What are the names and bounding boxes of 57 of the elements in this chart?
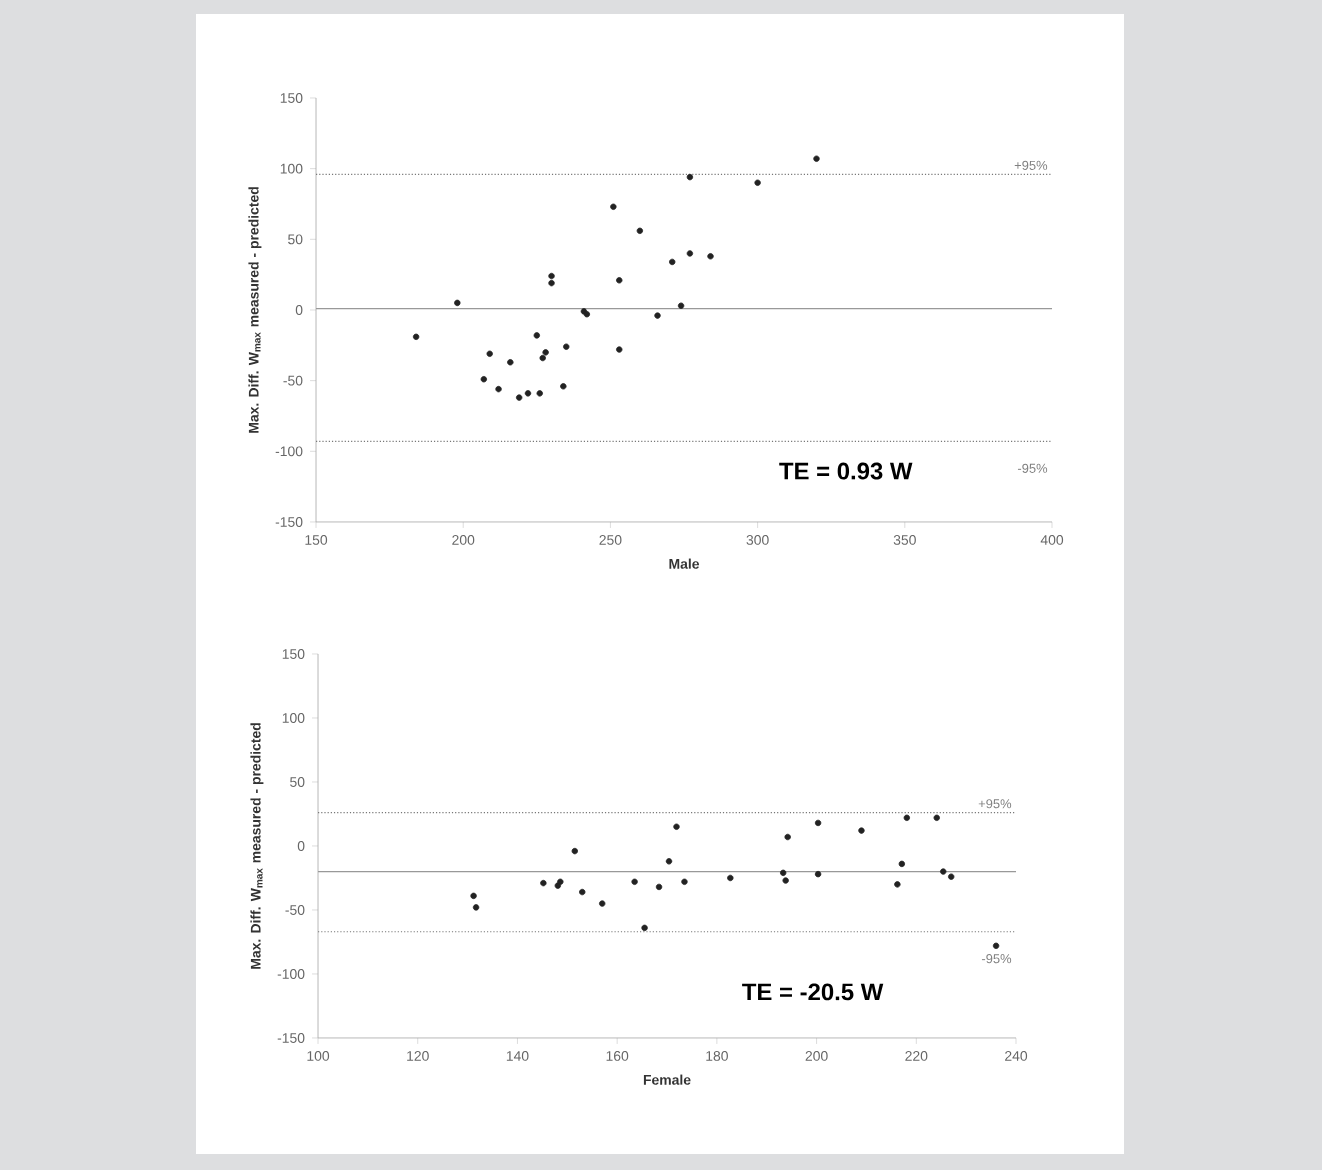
point bbox=[940, 868, 947, 875]
point bbox=[524, 390, 532, 397]
point bbox=[992, 942, 1000, 949]
point bbox=[813, 155, 820, 162]
point bbox=[948, 873, 955, 880]
point bbox=[539, 354, 546, 362]
point bbox=[933, 814, 940, 821]
point bbox=[515, 394, 523, 401]
point bbox=[894, 881, 901, 888]
point bbox=[454, 299, 461, 307]
point bbox=[540, 879, 547, 887]
point bbox=[507, 359, 514, 366]
point bbox=[412, 333, 420, 341]
point bbox=[681, 878, 688, 885]
point bbox=[782, 877, 789, 884]
point bbox=[616, 346, 623, 353]
point bbox=[486, 350, 493, 357]
point bbox=[579, 888, 586, 896]
point bbox=[548, 279, 555, 287]
point bbox=[654, 312, 661, 319]
point bbox=[641, 924, 648, 932]
annotation: TE = 0.93 W bbox=[779, 462, 913, 480]
point bbox=[727, 874, 734, 882]
point bbox=[903, 814, 911, 821]
point bbox=[560, 383, 567, 390]
point bbox=[686, 250, 694, 257]
point bbox=[858, 827, 865, 834]
point bbox=[599, 900, 606, 907]
point bbox=[631, 878, 638, 885]
point bbox=[548, 272, 555, 280]
point bbox=[495, 385, 502, 393]
point bbox=[784, 833, 791, 841]
point bbox=[533, 332, 540, 339]
point bbox=[669, 258, 676, 266]
point bbox=[542, 349, 549, 356]
point bbox=[754, 179, 761, 186]
point bbox=[655, 883, 663, 891]
point bbox=[470, 892, 477, 900]
point bbox=[571, 847, 578, 855]
point bbox=[665, 858, 673, 865]
point bbox=[480, 376, 488, 383]
point bbox=[563, 343, 570, 350]
point bbox=[673, 823, 680, 830]
annotation: TE = -20.5 W bbox=[742, 983, 884, 1001]
point bbox=[616, 277, 623, 284]
point bbox=[779, 869, 787, 877]
point bbox=[814, 819, 822, 827]
point bbox=[898, 860, 906, 868]
point bbox=[557, 878, 564, 885]
point bbox=[707, 253, 714, 260]
point bbox=[610, 203, 617, 210]
point bbox=[686, 173, 694, 181]
point bbox=[636, 227, 644, 235]
point bbox=[536, 390, 543, 397]
point bbox=[677, 302, 685, 309]
point bbox=[472, 904, 480, 911]
point bbox=[814, 870, 822, 878]
